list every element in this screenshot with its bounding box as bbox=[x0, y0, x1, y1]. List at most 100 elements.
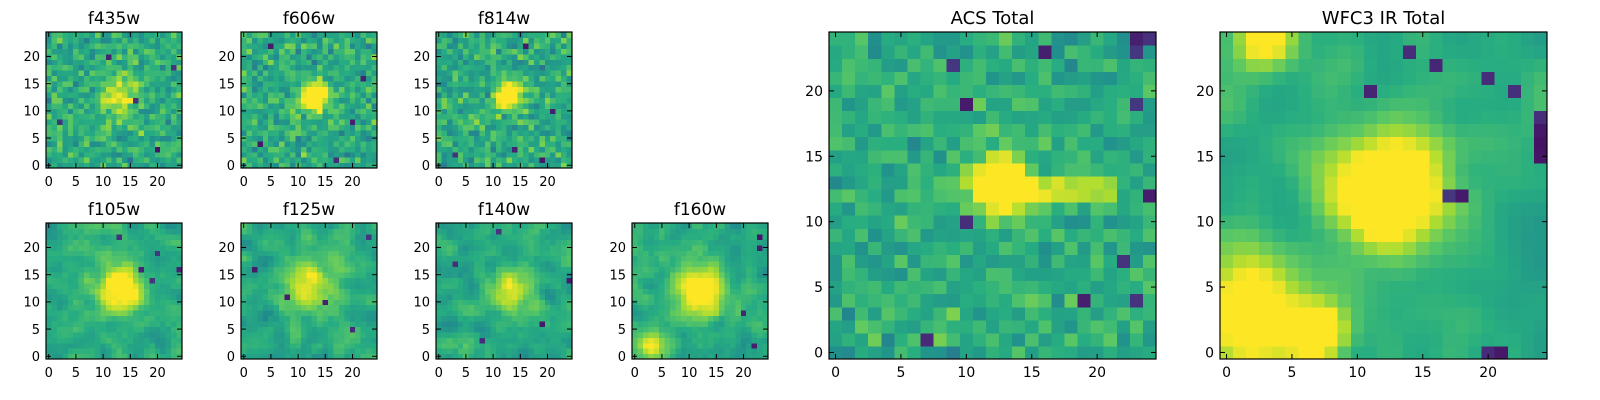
heatmap-cell bbox=[441, 342, 448, 349]
heatmap-cell bbox=[550, 53, 557, 60]
heatmap-cell bbox=[328, 228, 335, 235]
heatmap-cell bbox=[165, 261, 172, 268]
heatmap-cell bbox=[972, 345, 987, 360]
heatmap-cell bbox=[708, 299, 715, 306]
heatmap-cell bbox=[333, 282, 340, 289]
heatmap-cell bbox=[713, 315, 720, 322]
heatmap-cell bbox=[317, 288, 324, 295]
heatmap-cell bbox=[436, 288, 443, 295]
heatmap-cell bbox=[94, 162, 101, 169]
y-tick-label: 20 bbox=[218, 50, 235, 65]
heatmap-cell bbox=[637, 277, 644, 284]
heatmap-cell bbox=[160, 151, 167, 158]
heatmap-cell bbox=[306, 277, 313, 284]
heatmap-cell bbox=[686, 320, 693, 327]
heatmap-cell bbox=[842, 188, 856, 203]
heatmap-cell bbox=[637, 266, 644, 273]
heatmap-cell bbox=[251, 75, 258, 82]
heatmap-cell bbox=[262, 250, 269, 257]
heatmap-cell bbox=[436, 315, 443, 322]
heatmap-cell bbox=[116, 53, 123, 60]
heatmap-cell bbox=[735, 353, 742, 360]
heatmap-cell bbox=[279, 255, 286, 262]
heatmap-cell bbox=[659, 315, 666, 322]
heatmap-cell bbox=[241, 304, 248, 311]
heatmap-cell bbox=[165, 304, 172, 311]
heatmap-cell bbox=[355, 271, 362, 278]
heatmap-cell bbox=[713, 250, 720, 257]
heatmap-cell bbox=[344, 157, 351, 164]
heatmap-cell bbox=[78, 282, 85, 289]
heatmap-cell bbox=[311, 326, 318, 333]
heatmap-cell bbox=[920, 241, 935, 255]
heatmap-cell bbox=[127, 331, 134, 338]
heatmap-cell bbox=[495, 108, 502, 115]
heatmap-cell bbox=[127, 135, 134, 142]
heatmap-cell bbox=[484, 337, 491, 344]
heatmap-cell bbox=[751, 299, 758, 306]
heatmap-cell bbox=[62, 91, 69, 98]
heatmap-cell bbox=[868, 188, 882, 203]
heatmap-cell bbox=[441, 86, 448, 93]
heatmap-cell bbox=[632, 331, 639, 338]
heatmap-cell bbox=[855, 215, 869, 229]
heatmap-cell bbox=[1038, 254, 1052, 269]
heatmap-cell bbox=[89, 239, 96, 246]
heatmap-cell bbox=[441, 353, 448, 360]
heatmap-cell bbox=[73, 299, 80, 306]
heatmap-cell bbox=[474, 129, 481, 136]
heatmap-cell bbox=[322, 91, 329, 98]
heatmap-cell bbox=[149, 42, 156, 49]
heatmap-cell bbox=[920, 188, 935, 203]
heatmap-cell bbox=[94, 310, 101, 317]
heatmap-cell bbox=[138, 37, 145, 44]
heatmap-cell bbox=[73, 315, 80, 322]
heatmap-cell bbox=[62, 342, 69, 349]
heatmap-cell bbox=[273, 151, 280, 158]
heatmap-cell bbox=[446, 255, 453, 262]
heatmap-cell bbox=[143, 326, 150, 333]
heatmap-cell bbox=[84, 80, 91, 87]
heatmap-cell bbox=[479, 146, 486, 153]
heatmap-cell bbox=[279, 97, 286, 104]
heatmap-cell bbox=[279, 320, 286, 327]
heatmap-cell bbox=[686, 304, 693, 311]
heatmap-cell bbox=[279, 353, 286, 360]
heatmap-cell bbox=[555, 223, 562, 230]
heatmap-cell bbox=[338, 59, 345, 66]
heatmap-cell bbox=[894, 293, 909, 308]
heatmap-cell bbox=[127, 140, 134, 147]
heatmap-cell bbox=[154, 70, 161, 77]
heatmap-cell bbox=[642, 288, 649, 295]
heatmap-cell bbox=[62, 108, 69, 115]
heatmap-cell bbox=[920, 306, 935, 321]
heatmap-cell bbox=[257, 250, 264, 257]
heatmap-cell bbox=[719, 293, 726, 300]
heatmap-cell bbox=[517, 86, 524, 93]
heatmap-cell bbox=[680, 223, 687, 230]
heatmap-cell bbox=[78, 326, 85, 333]
heatmap-cell bbox=[523, 53, 530, 60]
heatmap-cell bbox=[268, 64, 275, 71]
heatmap-cell bbox=[251, 288, 258, 295]
heatmap-cell bbox=[972, 215, 987, 229]
heatmap-cell bbox=[490, 37, 497, 44]
heatmap-cell bbox=[881, 345, 895, 360]
heatmap-cell bbox=[154, 140, 161, 147]
heatmap-cell bbox=[829, 175, 843, 190]
heatmap-cell bbox=[566, 140, 573, 147]
heatmap-cell bbox=[842, 267, 856, 282]
heatmap-cell bbox=[501, 244, 508, 251]
heatmap-cell bbox=[566, 320, 573, 327]
heatmap-cell bbox=[94, 293, 101, 300]
heatmap-cell bbox=[468, 282, 475, 289]
heatmap-cell bbox=[533, 342, 540, 349]
heatmap-cell bbox=[176, 59, 183, 66]
heatmap-cell bbox=[436, 75, 443, 82]
heatmap-cell bbox=[73, 310, 80, 317]
heatmap-cell bbox=[306, 146, 313, 153]
heatmap-cell bbox=[1012, 293, 1026, 308]
heatmap-cell bbox=[127, 91, 134, 98]
heatmap-cell bbox=[62, 250, 69, 257]
heatmap-cell bbox=[295, 146, 302, 153]
